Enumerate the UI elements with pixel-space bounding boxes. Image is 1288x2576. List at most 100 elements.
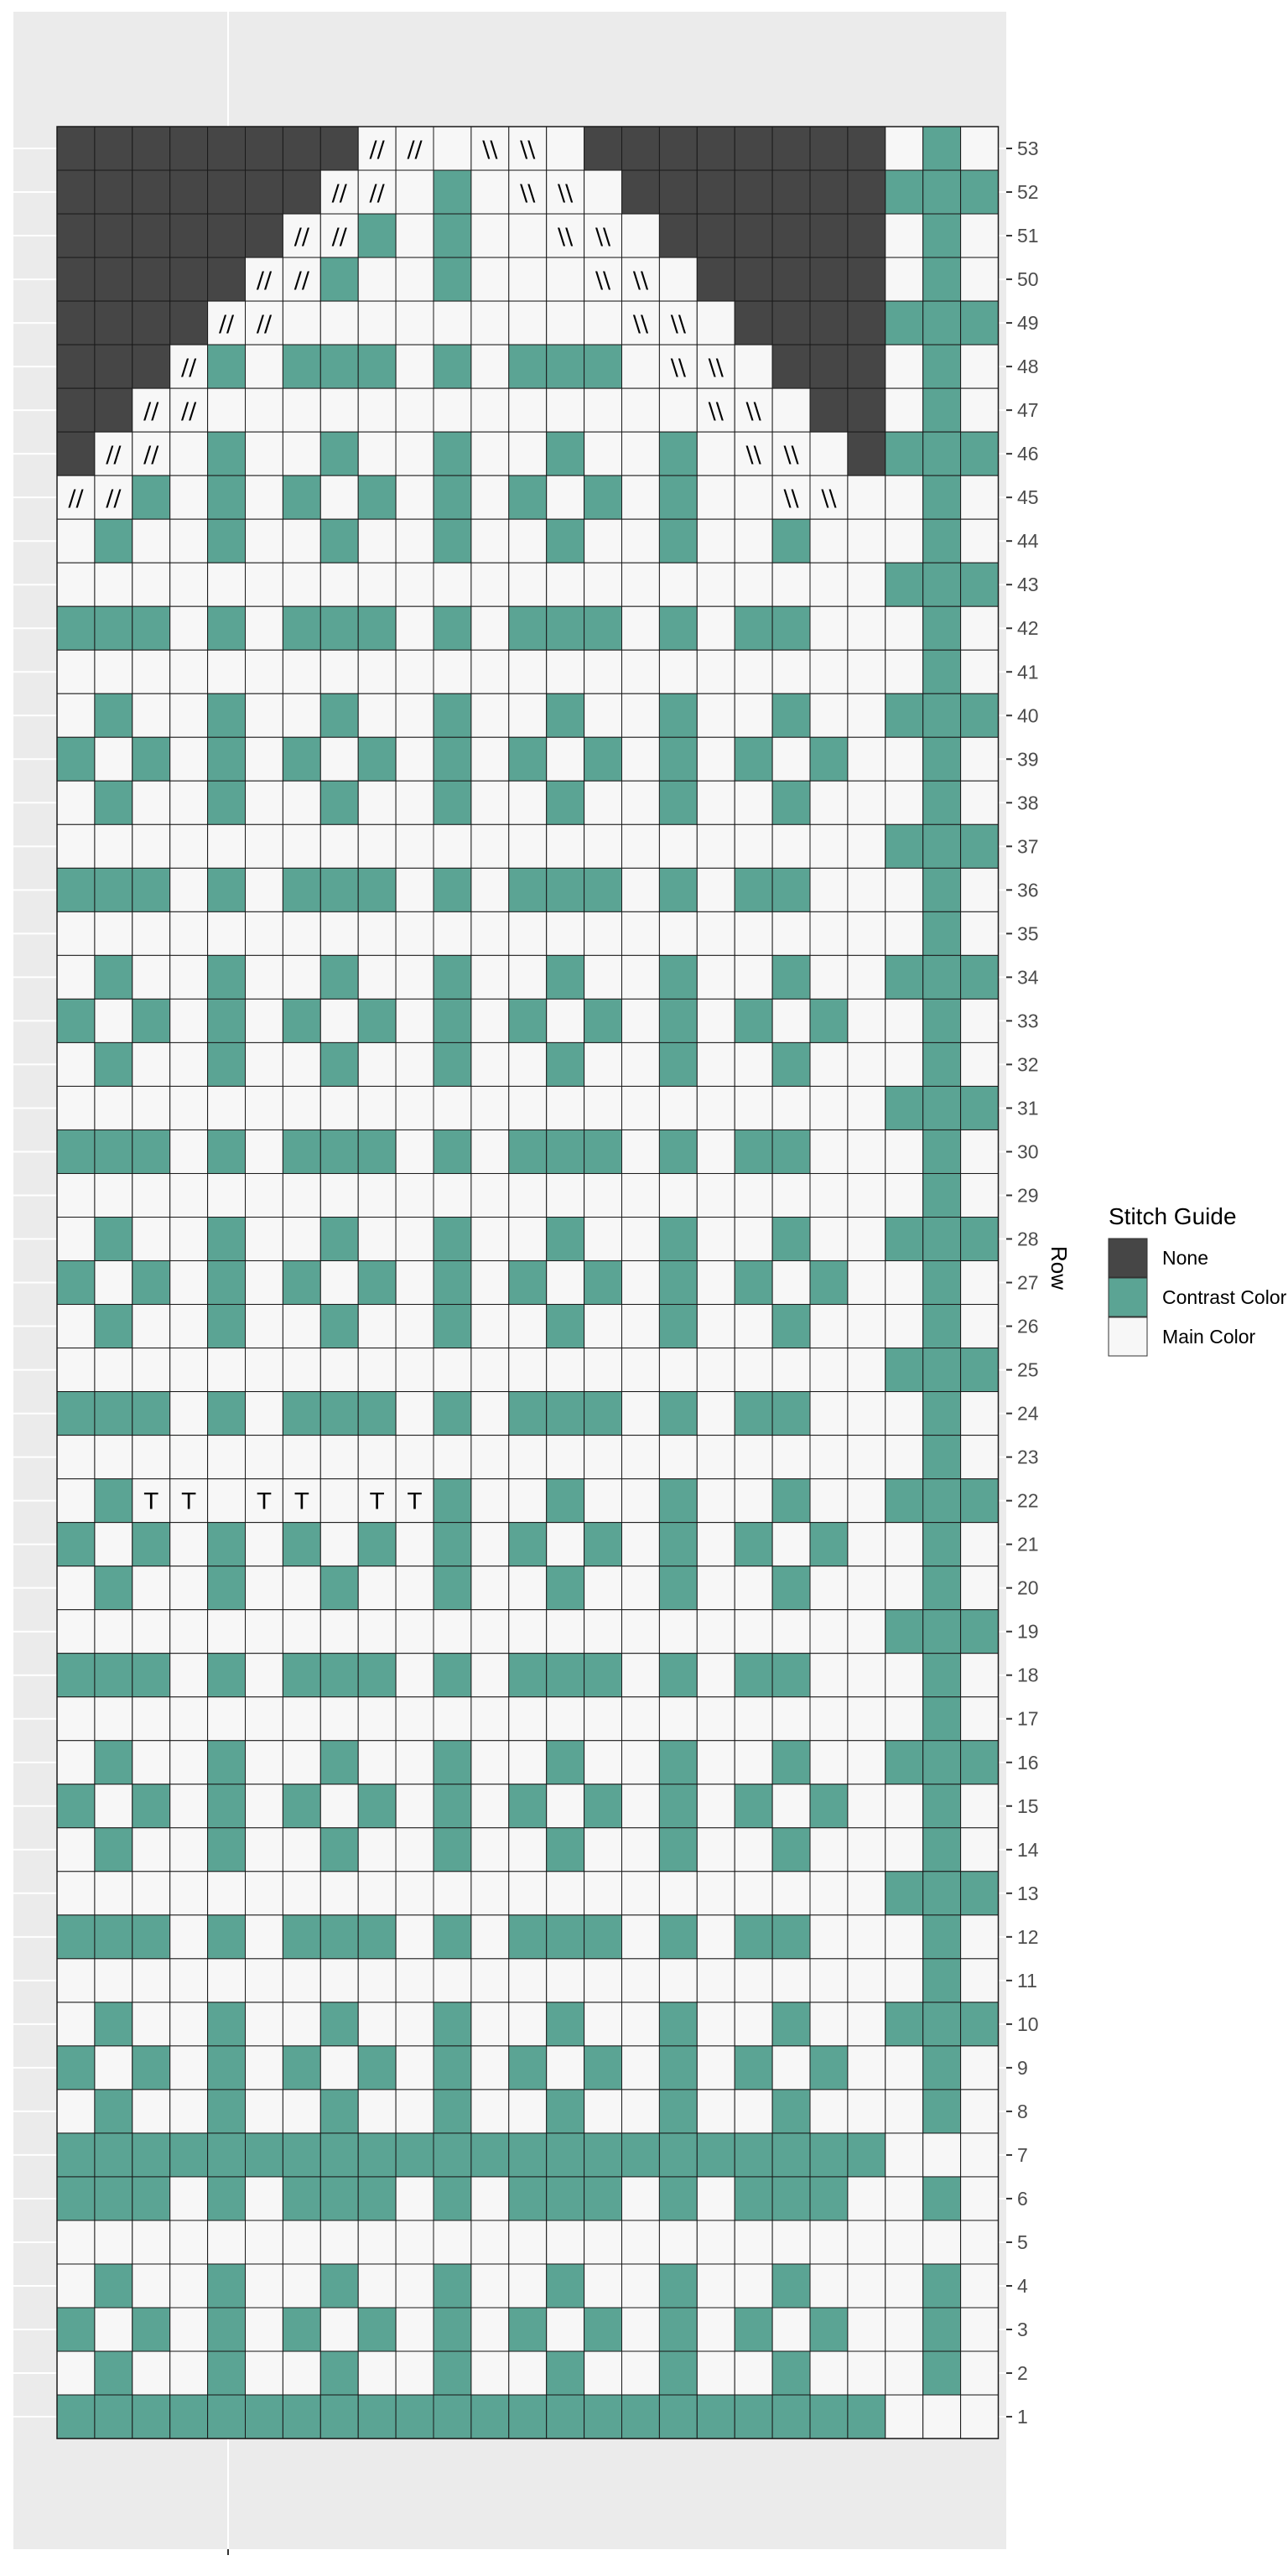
stitch-cell <box>94 2002 133 2047</box>
stitch-cell <box>433 1304 472 1349</box>
stitch-cell <box>132 2220 171 2265</box>
stitch-cell <box>584 823 622 869</box>
stitch-cell <box>282 736 321 782</box>
stitch-cell <box>885 562 924 607</box>
stitch-cell <box>508 2263 548 2309</box>
stitch-cell <box>357 2394 397 2439</box>
stitch-cell <box>395 2394 434 2439</box>
stitch-cell <box>470 1260 510 1306</box>
stitch-cell <box>658 954 698 1000</box>
stitch-cell <box>696 649 735 694</box>
stitch-cell <box>809 1172 849 1218</box>
stitch-cell <box>470 998 510 1043</box>
stitch-cell <box>508 2045 548 2090</box>
stitch-cell <box>584 2176 622 2221</box>
stitch-cell <box>207 867 247 912</box>
stitch-cell <box>169 475 209 520</box>
stitch-cell <box>922 867 962 912</box>
stitch-cell <box>169 562 209 607</box>
stitch-cell <box>56 344 96 389</box>
stitch-cell <box>395 1348 434 1393</box>
stitch-cell <box>132 518 171 564</box>
stitch-cell <box>56 431 96 476</box>
stitch-cell <box>960 1172 999 1218</box>
stitch-cell <box>696 126 735 171</box>
stitch-cell <box>433 911 472 956</box>
stitch-cell <box>847 2350 886 2396</box>
stitch-cell <box>169 1784 209 1829</box>
y-tick-label: 33 <box>1017 1010 1039 1031</box>
stitch-cell <box>960 1041 999 1087</box>
stitch-cell <box>696 867 735 912</box>
y-axis-title: Row <box>1046 1246 1072 1290</box>
stitch-cell <box>395 2220 434 2265</box>
stitch-cell <box>847 1784 886 1829</box>
stitch-cell <box>470 1129 510 1174</box>
stitch-cell <box>960 998 999 1043</box>
stitch-cell <box>282 2132 321 2178</box>
stitch-cell <box>847 1871 886 1916</box>
stitch-cell <box>771 1304 811 1349</box>
stitch-cell <box>94 2263 133 2309</box>
stitch-cell <box>922 1522 962 1567</box>
stitch-cell <box>207 2220 247 2265</box>
stitch-cell <box>245 1260 283 1306</box>
stitch-cell <box>357 2089 397 2134</box>
stitch-cell <box>357 1435 397 1480</box>
stitch-cell <box>771 1478 811 1524</box>
stitch-cell <box>658 257 698 302</box>
stitch-cell <box>847 518 886 564</box>
stitch-cell <box>56 693 96 738</box>
stitch-cell <box>357 1085 397 1130</box>
stitch-cell <box>658 213 698 258</box>
stitch-cell <box>94 387 133 433</box>
stitch-cell <box>847 2220 886 2265</box>
stitch-cell <box>922 213 962 258</box>
stitch-cell <box>319 1914 359 1960</box>
stitch-cell <box>960 475 999 520</box>
stitch-cell <box>245 2002 283 2047</box>
stitch-cell <box>508 387 548 433</box>
stitch-cell <box>132 1260 171 1306</box>
stitch-cell <box>771 1609 811 1654</box>
stitch-cell <box>470 1478 510 1524</box>
stitch-cell <box>922 518 962 564</box>
stitch-cell <box>621 1435 660 1480</box>
stitch-cell <box>245 1304 283 1349</box>
stitch-cell <box>847 1217 886 1262</box>
stitch-cell <box>433 2220 472 2265</box>
stitch-cell <box>470 300 510 345</box>
stitch-cell <box>696 431 735 476</box>
stitch-cell <box>395 257 434 302</box>
stitch-cell <box>922 2220 962 2265</box>
stitch-cell <box>584 1129 622 1174</box>
stitch-cell <box>132 954 171 1000</box>
stitch-cell <box>245 213 283 258</box>
stitch-cell <box>885 780 924 825</box>
stitch-cell <box>584 1522 622 1567</box>
stitch-cell <box>132 2089 171 2134</box>
stitch-cell <box>960 1435 999 1480</box>
stitch-cell <box>282 1172 321 1218</box>
stitch-cell <box>433 1041 472 1087</box>
stitch-cell <box>56 1740 96 1785</box>
stitch-cell <box>885 1696 924 1742</box>
stitch-cell <box>885 1217 924 1262</box>
stitch-cell <box>319 649 359 694</box>
stitch-cell <box>809 1740 849 1785</box>
stitch-cell <box>395 1304 434 1349</box>
stitch-cell <box>809 1304 849 1349</box>
stitch-cell <box>94 693 133 738</box>
stitch-cell <box>734 1129 773 1174</box>
stitch-cell <box>207 2394 247 2439</box>
stitch-cell <box>169 693 209 738</box>
stitch-cell <box>960 562 999 607</box>
stitch-cell <box>207 126 247 171</box>
stitch-cell <box>771 1740 811 1785</box>
stitch-cell <box>395 387 434 433</box>
stitch-cell <box>658 2132 698 2178</box>
stitch-cell <box>546 2089 585 2134</box>
stitch-cell <box>169 998 209 1043</box>
stitch-cell <box>56 1914 96 1960</box>
stitch-cell <box>621 387 660 433</box>
